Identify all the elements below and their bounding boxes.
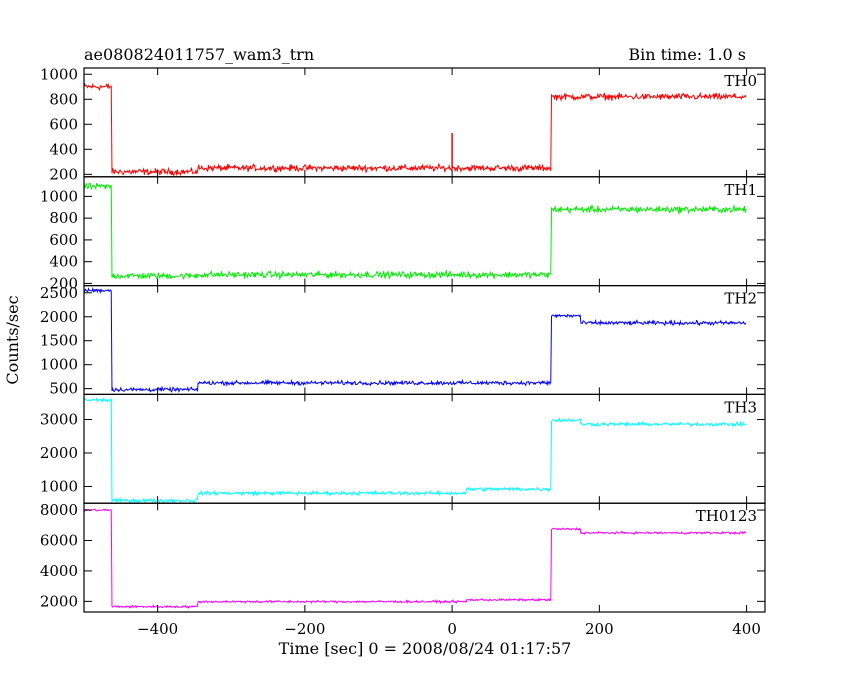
panel-frame [83, 502, 766, 613]
y-tick-label: 1000 [40, 477, 78, 495]
panel-frame [83, 67, 766, 178]
x-tick-label: 0 [447, 620, 457, 638]
y-tick-label: 3000 [40, 411, 78, 429]
y-tick-label: 600 [49, 231, 78, 249]
panel-frame [83, 176, 766, 287]
panel-th2: 500 1000 1500 2000 2500 TH2 [40, 284, 766, 398]
y-tick-label: 500 [49, 380, 78, 398]
y-tick-label: 400 [49, 253, 78, 271]
y-tick-label: 200 [49, 165, 78, 183]
bin-time-label: Bin time: 1.0 s [628, 45, 746, 64]
series-line-th0123 [84, 508, 747, 609]
x-tick-label: −200 [284, 620, 325, 638]
y-tick-label: 2000 [40, 592, 78, 610]
y-tick-label: 1000 [40, 65, 78, 83]
panel-th0123: 2000 4000 6000 8000 TH0123 [40, 501, 766, 613]
x-tick-label: 400 [732, 620, 761, 638]
panel-label: TH2 [724, 290, 757, 308]
y-tick-label: 1000 [40, 356, 78, 374]
y-axis-label: Counts/sec [3, 295, 22, 384]
panel-label: TH3 [724, 398, 757, 416]
y-tick-label: 6000 [40, 531, 78, 549]
y-tick-label: 800 [49, 209, 78, 227]
x-tick-label: 200 [585, 620, 614, 638]
panel-label: TH0 [724, 72, 757, 90]
series-line-th3 [84, 397, 747, 504]
series-line-th1 [84, 182, 747, 281]
panel-th0: 200 400 600 800 1000 TH0 [40, 65, 766, 183]
panel-th3: 1000 2000 3000 TH3 [40, 393, 766, 504]
y-tick-label: 2500 [40, 284, 78, 302]
y-tick-label: 600 [49, 115, 78, 133]
series-line-th0 [84, 82, 747, 177]
x-axis-label: Time [sec] 0 = 2008/08/24 01:17:57 [279, 639, 572, 658]
panel-label: TH0123 [696, 507, 757, 525]
series-line-th2 [84, 286, 747, 393]
y-tick-label: 8000 [40, 501, 78, 519]
panel-frame [83, 285, 766, 396]
panel-th1: 200 400 600 800 1000 TH1 [40, 176, 766, 292]
y-tick-label: 1500 [40, 332, 78, 350]
x-tick-label: −400 [137, 620, 178, 638]
y-tick-label: 400 [49, 140, 78, 158]
y-tick-label: 2000 [40, 444, 78, 462]
chart-title: ae080824011757_wam3_trn [84, 45, 314, 64]
panel-frame [83, 393, 766, 504]
y-tick-label: 2000 [40, 308, 78, 326]
y-tick-label: 4000 [40, 562, 78, 580]
y-tick-label: 800 [49, 90, 78, 108]
y-tick-label: 1000 [40, 187, 78, 205]
panels-group: 200 400 600 800 1000 TH0 200 400 600 800 1000 TH1 50… [40, 65, 766, 638]
panel-label: TH1 [724, 181, 757, 199]
y-tick-label: 200 [49, 274, 78, 292]
